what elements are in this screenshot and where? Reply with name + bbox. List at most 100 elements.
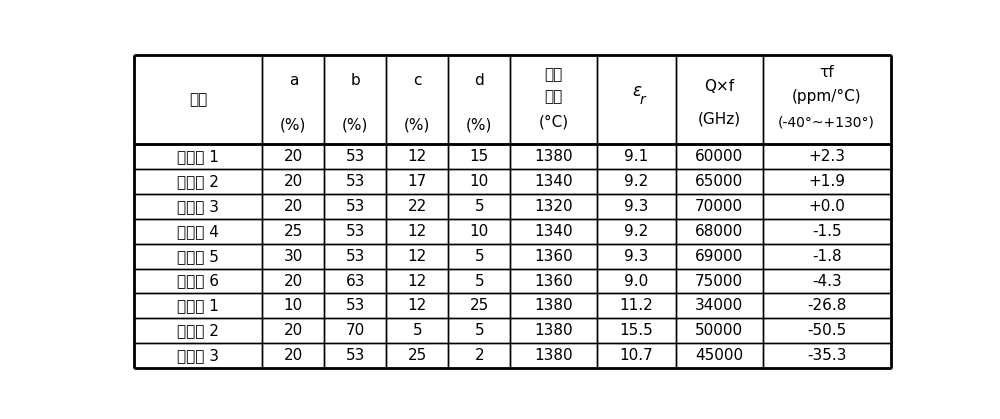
Text: 1380: 1380 [535,348,573,363]
Bar [597,144,676,169]
Text: 温度: 温度 [545,90,563,104]
Bar [134,293,262,318]
Text: (°C): (°C) [539,114,569,129]
Text: 1340: 1340 [535,224,573,239]
Text: 70000: 70000 [695,199,743,214]
Text: 12: 12 [408,249,427,264]
Bar [134,169,262,194]
Text: 63: 63 [346,274,365,289]
Text: 实施例 5: 实施例 5 [177,249,219,264]
Text: (%): (%) [404,117,431,132]
Text: 编号: 编号 [189,92,207,107]
Text: r: r [640,93,646,107]
Bar [676,194,763,219]
Text: 对比例 1: 对比例 1 [177,298,219,313]
Bar [510,244,597,269]
Bar [763,244,891,269]
Bar [676,144,763,169]
Bar [324,219,386,244]
Bar [324,269,386,293]
Text: 1360: 1360 [534,274,573,289]
Bar [597,194,676,219]
Text: 20: 20 [284,323,303,338]
Bar [510,169,597,194]
Text: 10: 10 [470,224,489,239]
Text: 22: 22 [408,199,427,214]
Bar [676,318,763,343]
Bar [597,244,676,269]
Bar [597,55,676,144]
Bar [386,55,448,144]
Text: 1340: 1340 [535,174,573,189]
Bar [134,343,262,368]
Bar [448,55,510,144]
Bar [386,318,448,343]
Bar [510,194,597,219]
Bar [597,318,676,343]
Bar [597,293,676,318]
Text: 5: 5 [475,249,484,264]
Text: +2.3: +2.3 [808,149,845,164]
Text: 9.2: 9.2 [624,224,649,239]
Text: 实施例 1: 实施例 1 [177,149,219,164]
Text: 53: 53 [346,249,365,264]
Text: 53: 53 [346,199,365,214]
Text: 53: 53 [346,298,365,313]
Text: 68000: 68000 [695,224,743,239]
Bar [324,343,386,368]
Text: 实施例 3: 实施例 3 [177,199,219,214]
Text: c: c [413,72,422,88]
Bar [763,55,891,144]
Bar [763,293,891,318]
Bar [597,269,676,293]
Text: Q×f: Q×f [704,79,734,94]
Text: 12: 12 [408,224,427,239]
Text: (-40°~+130°): (-40°~+130°) [778,116,875,130]
Bar [134,219,262,244]
Text: 70: 70 [346,323,365,338]
Bar [386,244,448,269]
Bar [676,219,763,244]
Text: b: b [351,72,360,88]
Bar [262,293,324,318]
Text: 30: 30 [284,249,303,264]
Text: 25: 25 [408,348,427,363]
Bar [597,219,676,244]
Bar [448,169,510,194]
Bar [763,318,891,343]
Text: 1360: 1360 [534,249,573,264]
Bar [324,244,386,269]
Bar [510,55,597,144]
Text: 5: 5 [475,323,484,338]
Text: 实施例 4: 实施例 4 [177,224,219,239]
Text: τf: τf [819,65,834,80]
Bar [324,144,386,169]
Text: 45000: 45000 [695,348,743,363]
Bar [134,269,262,293]
Text: 20: 20 [284,174,303,189]
Bar [763,269,891,293]
Text: 1380: 1380 [535,149,573,164]
Bar [597,343,676,368]
Text: d: d [475,72,484,88]
Text: (%): (%) [280,117,307,132]
Bar [324,169,386,194]
Text: 10: 10 [284,298,303,313]
Bar [676,169,763,194]
Bar [324,55,386,144]
Bar [134,318,262,343]
Text: 1380: 1380 [535,323,573,338]
Text: -35.3: -35.3 [807,348,846,363]
Text: 10: 10 [470,174,489,189]
Bar [510,293,597,318]
Text: 60000: 60000 [695,149,743,164]
Text: 5: 5 [413,323,422,338]
Bar [262,194,324,219]
Text: 20: 20 [284,149,303,164]
Bar [386,219,448,244]
Bar [510,219,597,244]
Bar [262,269,324,293]
Text: 12: 12 [408,274,427,289]
Text: 9.3: 9.3 [624,199,649,214]
Text: (GHz): (GHz) [698,112,741,127]
